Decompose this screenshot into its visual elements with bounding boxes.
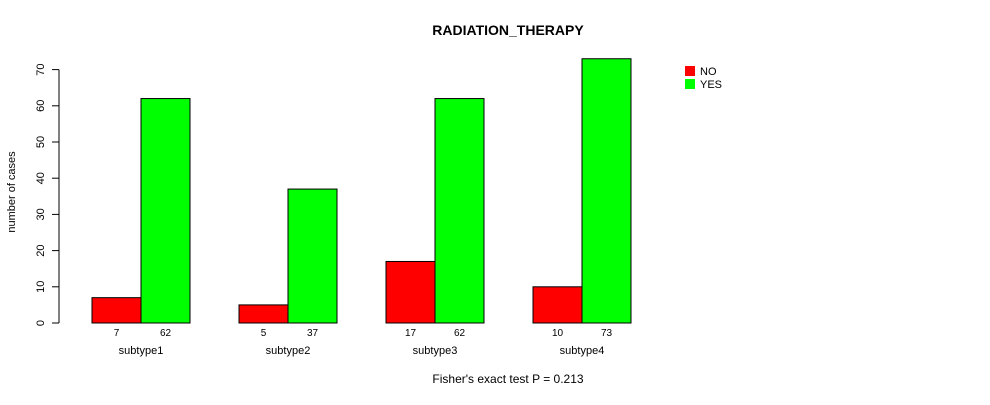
legend-label-yes: YES xyxy=(700,79,722,91)
bar-value-label: 62 xyxy=(160,328,172,339)
category-label-subtype2: subtype2 xyxy=(266,345,311,357)
category-label-subtype3: subtype3 xyxy=(413,345,458,357)
bar-subtype3-no xyxy=(385,260,436,324)
y-tick-label: 50 xyxy=(35,136,47,148)
y-tick-label: 10 xyxy=(35,281,47,293)
y-tick-label: 70 xyxy=(35,63,47,75)
legend-swatch-no xyxy=(685,66,695,76)
chart-title: RADIATION_THERAPY xyxy=(432,22,584,38)
value-labels-group: 7 62 5 37 17 62 10 73 xyxy=(114,328,613,339)
y-tick-label: 20 xyxy=(35,244,47,256)
y-tick-label: 0 xyxy=(35,320,47,326)
bar-subtype2-no xyxy=(238,304,289,324)
bar-value-label: 5 xyxy=(261,328,267,339)
category-label-subtype4: subtype4 xyxy=(560,345,605,357)
bar-value-label: 17 xyxy=(405,328,417,339)
category-label-subtype1: subtype1 xyxy=(119,345,164,357)
bar-subtype1-yes xyxy=(140,98,191,324)
y-tick-label: 30 xyxy=(35,208,47,220)
bar-subtype4-no xyxy=(532,286,583,324)
bar-value-label: 37 xyxy=(307,328,319,339)
bar-value-label: 62 xyxy=(454,328,466,339)
category-labels-group: subtype1 subtype2 subtype3 subtype4 xyxy=(119,345,605,357)
legend-label-no: NO xyxy=(700,66,717,78)
bar-value-label: 7 xyxy=(114,328,120,339)
fisher-test-footnote: Fisher's exact test P = 0.213 xyxy=(432,372,583,386)
y-tick-label: 40 xyxy=(35,172,47,184)
y-axis: 0 10 20 30 40 50 60 70 xyxy=(35,63,60,326)
bar-value-label: 10 xyxy=(552,328,564,339)
bar-subtype1-no xyxy=(91,297,142,324)
y-tick-label: 60 xyxy=(35,100,47,112)
bar-subtype3-yes xyxy=(434,98,485,324)
bar-value-label: 73 xyxy=(601,328,613,339)
bars-group xyxy=(91,58,632,324)
y-axis-label: number of cases xyxy=(6,151,18,233)
bar-subtype4-yes xyxy=(581,58,632,324)
bar-subtype2-yes xyxy=(287,188,338,324)
legend-swatch-yes xyxy=(685,79,695,89)
